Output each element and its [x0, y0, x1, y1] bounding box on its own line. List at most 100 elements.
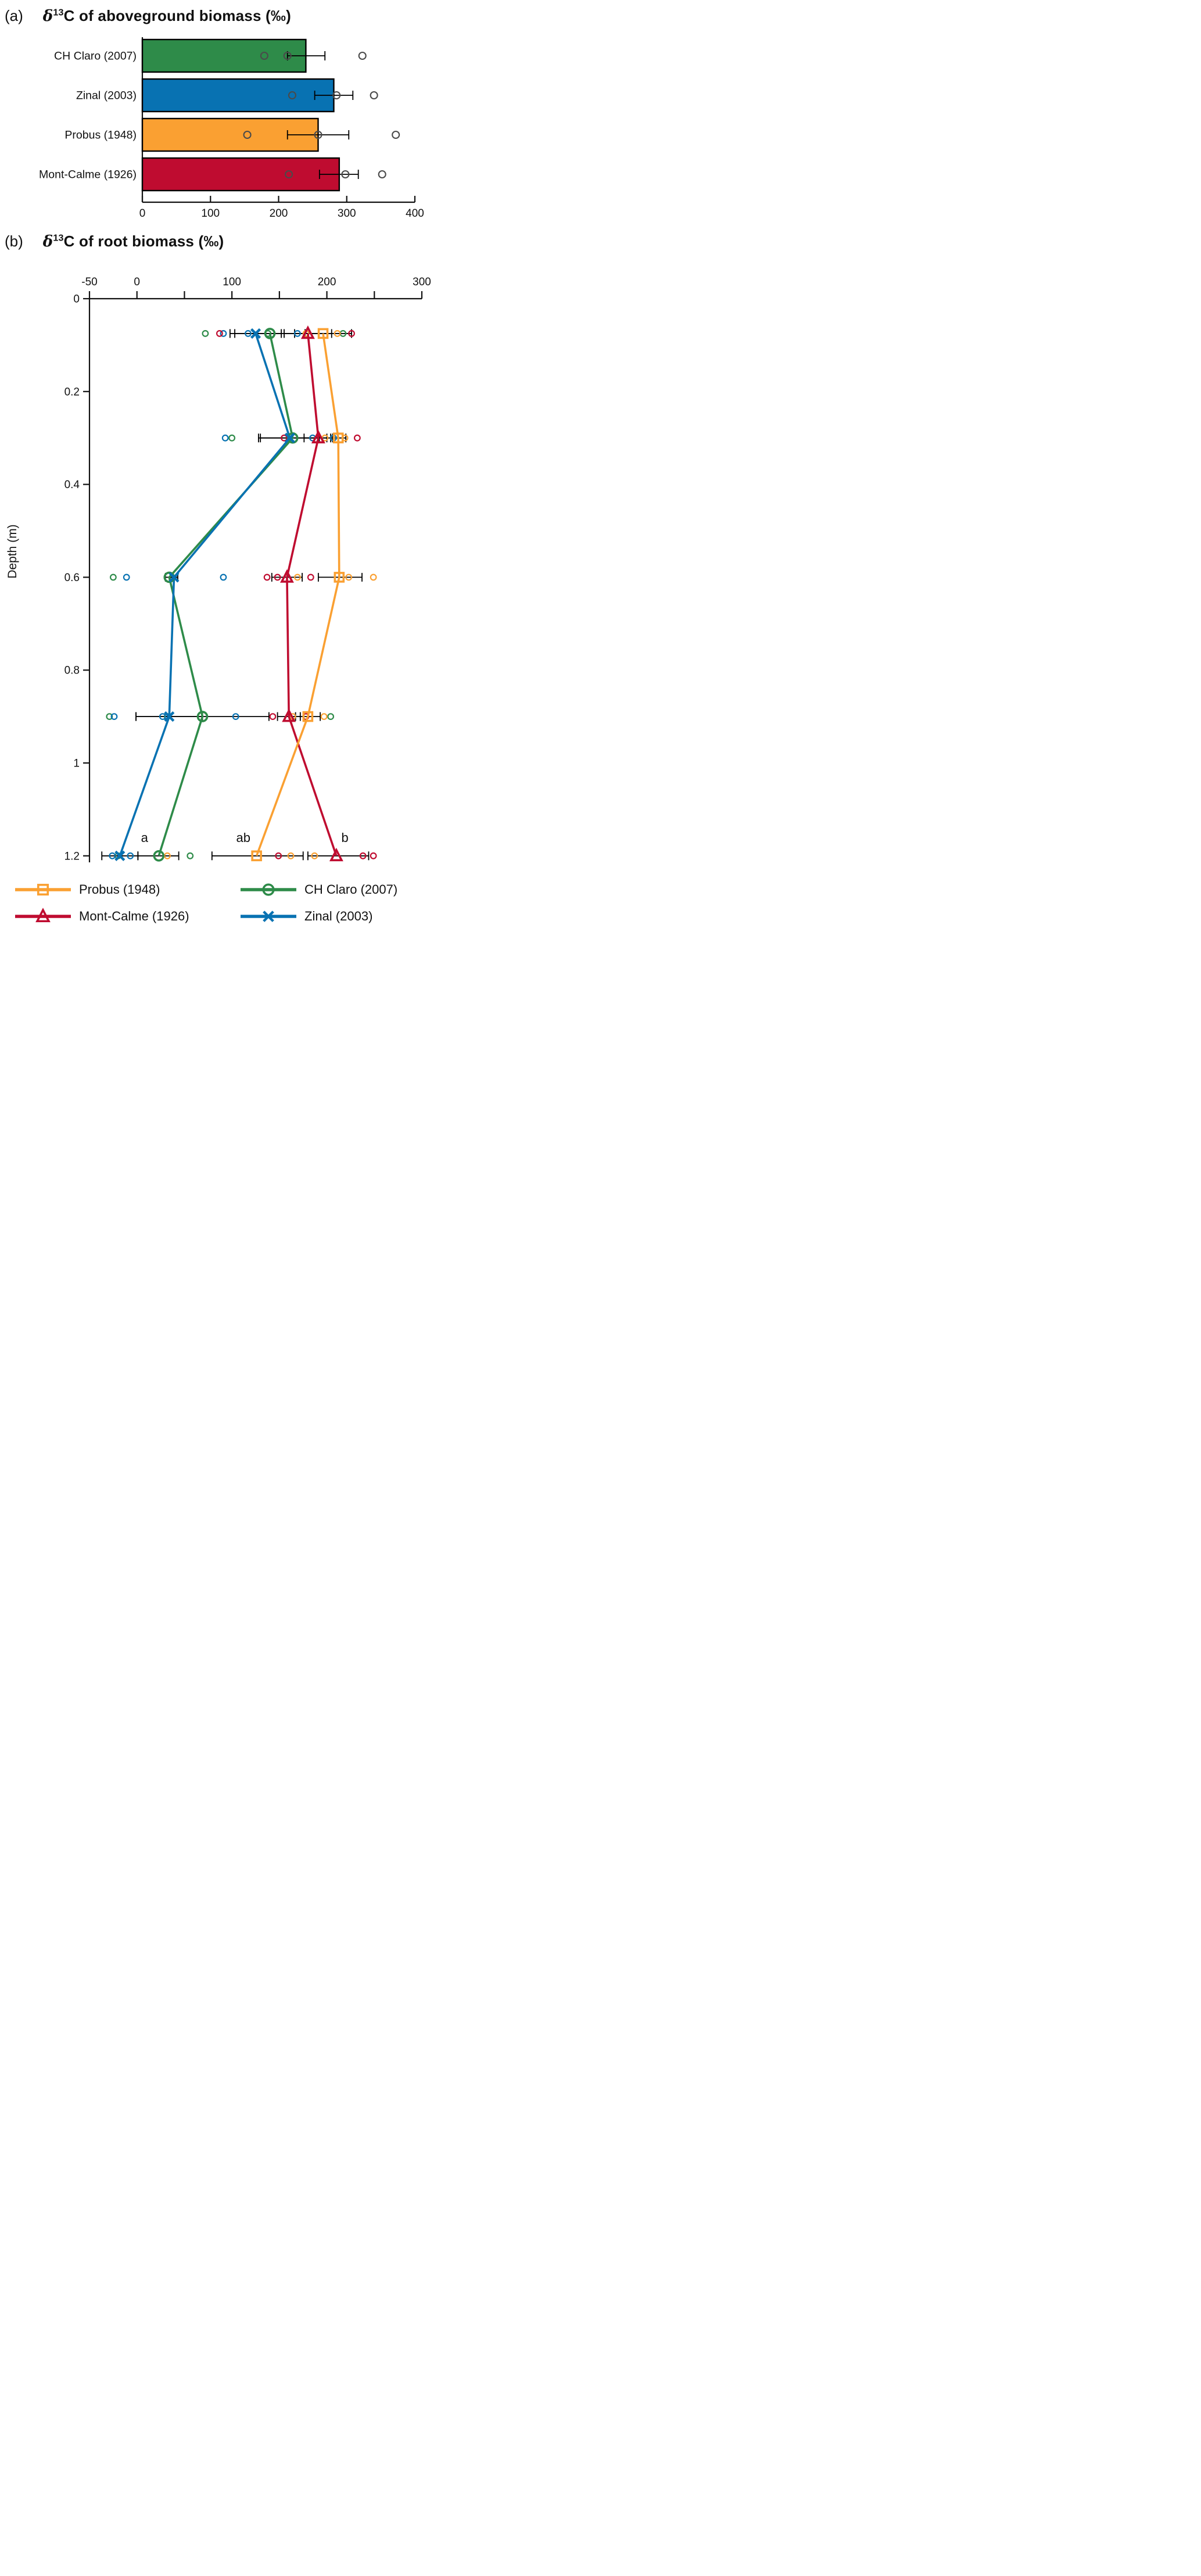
b-replicate-point: [353, 434, 361, 442]
a-replicate-point: [285, 170, 293, 179]
x-marker: [284, 432, 295, 443]
b-replicate-point: [334, 330, 341, 337]
b-replicate-point: [123, 574, 130, 581]
b-replicate-point: [307, 574, 314, 581]
b-y-tick-label: 0.6: [64, 572, 80, 584]
a-category-label: Probus (1948): [64, 129, 137, 142]
panel-a-label: (a): [5, 7, 23, 24]
triangle-marker: [279, 569, 294, 583]
b-replicate-point: [220, 330, 227, 337]
triangle-marker: [282, 708, 296, 722]
isotope-superscript: 13: [53, 232, 64, 243]
panel-b-title-text: C of root biomass (‰): [63, 232, 224, 250]
b-y-tick-label: 0.2: [64, 386, 80, 398]
montcalme-swatch: [15, 908, 71, 923]
b-replicate-point: [287, 852, 295, 859]
bar-3: [141, 157, 340, 192]
panel-a-title-text: C of aboveground biomass (‰): [63, 7, 291, 24]
b-y-tick-label: 0.8: [64, 665, 80, 677]
b-replicate-point: [294, 574, 301, 581]
x-marker: [164, 711, 175, 722]
b-replicate-point: [359, 852, 367, 859]
b-replicate-point: [220, 574, 227, 581]
legend-label: CH Claro (2007): [304, 882, 398, 897]
chclaro-swatch: [241, 883, 296, 896]
a-category-label: CH Claro (2007): [54, 50, 137, 63]
aboveground-bar-chart: 0 100 200 300 400 CH Claro (2007) Zinal (2003)…: [39, 37, 424, 220]
a-category-label: Mont-Calme (1926): [39, 169, 137, 181]
circle-marker: [262, 883, 275, 896]
b-replicate-point: [187, 852, 194, 859]
a-replicate-point: [288, 91, 297, 100]
a-replicate-point: [392, 130, 400, 139]
b-replicate-point: [269, 713, 277, 720]
a-x-tick-label: 200: [270, 207, 288, 220]
b-replicate-point: [311, 852, 318, 859]
b-x-tick-label: 0: [134, 276, 140, 288]
panel-b-title: δ13C of root biomass (‰): [43, 232, 224, 250]
legend-label: Probus (1948): [79, 882, 160, 897]
b-replicate-point: [202, 330, 209, 337]
a-replicate-point: [358, 51, 367, 60]
triangle-marker: [300, 325, 315, 339]
b-y-tick-label: 0: [73, 293, 80, 306]
delta-symbol: δ: [42, 233, 53, 250]
triangle-marker: [311, 429, 325, 443]
x-marker: [263, 911, 274, 922]
b-replicate-point: [320, 713, 328, 720]
b-y-tick-label: 1: [73, 758, 80, 770]
b-replicate-point: [327, 713, 335, 720]
square-marker: [302, 711, 314, 722]
panel-b-label: (b): [5, 232, 23, 250]
b-y-tick-label: 1.2: [64, 850, 80, 862]
panel-a-title: δ13C of aboveground biomass (‰): [43, 7, 291, 25]
circle-marker: [264, 328, 276, 339]
b-replicate-point: [216, 330, 223, 337]
b-replicate-point: [274, 574, 281, 581]
b-replicate-point: [232, 713, 239, 720]
a-x-tick-label: 400: [406, 207, 424, 220]
legend-label: Mont-Calme (1926): [79, 909, 189, 923]
square-marker: [332, 432, 344, 444]
b-replicate-point: [228, 434, 236, 442]
series-line-square: [255, 333, 340, 857]
square-marker: [251, 850, 262, 862]
series-line-circle: [157, 333, 294, 857]
significance-letter: b: [341, 830, 348, 845]
b-replicate-point: [109, 574, 117, 581]
b-x-tick-label: -50: [81, 276, 97, 288]
square-marker: [334, 572, 345, 583]
b-replicate-point: [348, 330, 355, 337]
zinal-swatch: [241, 911, 296, 922]
a-category-label: Zinal (2003): [76, 89, 137, 102]
triangle-marker: [329, 847, 343, 862]
x-marker: [250, 328, 261, 339]
figure: (a) δ13C of aboveground biomass (‰) 0 100…: [0, 0, 433, 929]
b-replicate-point: [127, 852, 134, 859]
legend-item-chclaro: CH Claro (2007): [239, 877, 433, 902]
b-x-tick-label: 200: [318, 276, 336, 288]
b-replicate-point: [245, 330, 252, 337]
series-line-triangle: [286, 333, 338, 857]
a-x-tick-label: 0: [139, 207, 146, 220]
a-x-tick-label: 100: [201, 207, 220, 220]
delta-symbol: δ: [42, 8, 53, 25]
legend-item-probus: Probus (1948): [14, 877, 239, 902]
b-y-tick-label: 0.4: [64, 479, 80, 491]
a-x-tick-label: 300: [338, 207, 356, 220]
legend-item-montcalme: Mont-Calme (1926): [14, 904, 239, 929]
circle-marker: [196, 711, 209, 722]
legend-item-zinal: Zinal (2003): [239, 904, 433, 929]
b-replicate-point: [106, 713, 113, 720]
b-replicate-point: [370, 574, 377, 581]
significance-letter: ab: [236, 830, 250, 845]
legend: Probus (1948) CH Claro (2007) Mont-Calme…: [0, 872, 433, 929]
legend-label: Zinal (2003): [304, 909, 373, 923]
series-line-x: [119, 333, 291, 857]
panel-b-header: (b) δ13C of root biomass (‰): [0, 225, 433, 258]
b-replicate-point: [164, 852, 171, 859]
a-replicate-point: [243, 130, 252, 139]
bar-0: [141, 38, 307, 73]
isotope-superscript: 13: [53, 7, 64, 18]
b-replicate-point: [110, 713, 118, 720]
